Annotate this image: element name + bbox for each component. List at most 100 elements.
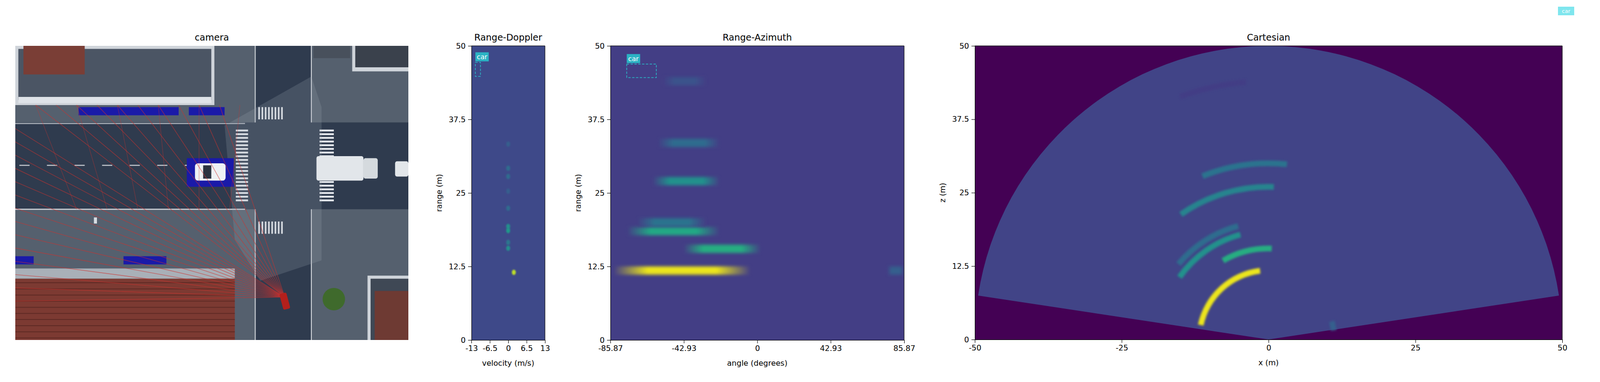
radar-ray — [15, 297, 285, 302]
tick-mark — [1268, 339, 1270, 343]
crosswalk — [319, 148, 334, 150]
heatmap-arc — [1176, 223, 1239, 267]
radar-ray — [15, 181, 285, 298]
annotation-label-bg — [475, 52, 489, 62]
lane-marking — [129, 164, 140, 166]
radar-ray — [15, 141, 285, 298]
tick-mark — [1121, 339, 1123, 343]
parked-cars — [78, 106, 179, 116]
parked-cars — [123, 256, 167, 265]
lane-marking — [102, 164, 113, 166]
legend-swatch — [1557, 6, 1575, 16]
x-axis: -13 -6.5 0 6.5 13 — [465, 340, 550, 353]
radar-ray — [15, 194, 285, 298]
heatmap-arc — [1221, 245, 1272, 264]
tick: 0 — [755, 340, 760, 353]
heatmap-stripe — [683, 244, 761, 253]
frame — [471, 45, 545, 47]
tick-label: -85.87 — [598, 343, 624, 353]
heatmap-stripe — [663, 76, 707, 86]
legend: car — [1557, 6, 1575, 16]
roof-line — [15, 313, 235, 315]
building-roof — [374, 290, 409, 341]
x-axis-label: angle (degrees) — [726, 358, 788, 368]
radar-ray — [76, 105, 285, 298]
building-ledge — [18, 96, 212, 104]
tick-label: 85.87 — [893, 343, 916, 353]
radar-ray — [15, 288, 285, 298]
crosswalk — [319, 151, 334, 154]
heatmap-arc — [1201, 160, 1288, 179]
building — [313, 45, 351, 59]
axis-line — [471, 340, 546, 344]
crosswalk — [319, 181, 334, 183]
radar-ray — [15, 168, 285, 298]
tick-label: 6.5 — [520, 343, 533, 353]
tick-mark — [607, 340, 611, 341]
building-roof — [370, 278, 409, 341]
plot-area — [974, 45, 1563, 340]
annotation-label-bg — [626, 53, 640, 64]
tick-label: -13 — [465, 343, 478, 353]
tick: 37.5 — [951, 114, 975, 124]
roof-line — [15, 282, 235, 284]
radar-ray — [15, 128, 285, 298]
tick: -6.5 — [482, 340, 498, 353]
tick: 50 — [595, 41, 611, 51]
axis-line — [975, 340, 1563, 344]
building-roof — [23, 45, 85, 75]
tick: 50 — [1557, 339, 1568, 353]
tick: 25 — [1410, 339, 1421, 353]
frame — [610, 45, 905, 47]
radar-ray — [15, 208, 285, 298]
tick-label: 0 — [964, 335, 970, 345]
tick-mark — [607, 266, 611, 267]
title: Range-Azimuth — [722, 32, 792, 43]
annotation-box — [475, 62, 481, 77]
roof-line — [15, 319, 235, 320]
crosswalk — [319, 184, 334, 187]
tick: 13 — [540, 340, 550, 353]
radar-ray — [158, 105, 169, 210]
heatmap-peak — [506, 173, 511, 180]
road-edge — [15, 122, 246, 124]
heatmap-peak — [506, 165, 511, 171]
vehicle — [194, 163, 226, 181]
tick: 0 — [505, 340, 511, 353]
panel: Cartesian-50-2502550012.52537.550x (m)z … — [938, 32, 1568, 368]
x-axis-label: velocity (m/s) — [481, 358, 534, 368]
tick-mark — [468, 266, 472, 267]
tick: 25 — [456, 188, 472, 198]
tick-label: 25 — [456, 188, 466, 198]
vehicle-window — [202, 165, 212, 179]
plot-area — [610, 45, 905, 341]
roof-line — [15, 294, 235, 296]
crosswalk — [319, 199, 334, 202]
heatmap-background — [610, 45, 905, 341]
roof-line — [15, 325, 235, 327]
tick-label: -42.93 — [671, 343, 697, 353]
ego-vehicle — [279, 292, 291, 310]
tick-label: 0 — [505, 343, 511, 353]
building — [352, 45, 409, 72]
tick-label: 0 — [1266, 343, 1271, 353]
tick-mark — [830, 340, 832, 344]
tick-label: 0 — [460, 335, 466, 345]
polar-group — [978, 45, 1559, 340]
y-axis: 012.52537.550 — [587, 41, 611, 345]
heatmap-peak — [506, 205, 511, 211]
heatmap-stripe — [658, 138, 720, 148]
tick-mark — [971, 192, 975, 194]
tick-mark — [757, 340, 758, 344]
plot-area — [471, 45, 545, 341]
building-roof — [355, 45, 409, 68]
axis-line — [468, 46, 472, 341]
radar-ray — [117, 105, 139, 210]
radar-ray — [35, 105, 77, 210]
heatmap-stripe — [627, 226, 720, 235]
heatmap-arc — [1179, 79, 1247, 100]
frame — [1562, 45, 1563, 340]
tick-mark — [544, 340, 546, 344]
heatmap-peak — [512, 269, 516, 276]
x-axis-label: x (m) — [1258, 358, 1280, 368]
